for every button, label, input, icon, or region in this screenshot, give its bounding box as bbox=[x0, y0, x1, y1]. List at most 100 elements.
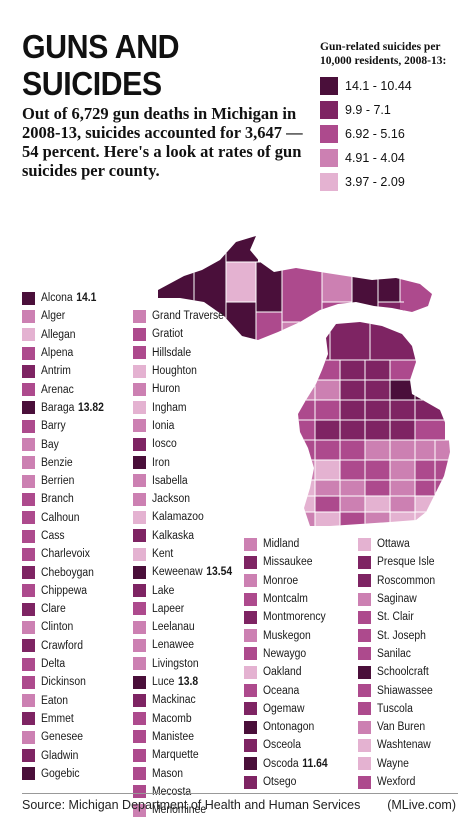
county-swatch bbox=[358, 720, 371, 734]
county-swatch bbox=[22, 529, 35, 543]
county-swatch bbox=[133, 803, 146, 817]
county-name: Monroe bbox=[263, 574, 299, 587]
county-item-grand-traverse: Grand Traverse bbox=[133, 307, 241, 325]
county-item-ingham: Ingham bbox=[133, 398, 241, 416]
county-name: Midland bbox=[263, 538, 300, 551]
county-name: Barry bbox=[41, 420, 66, 433]
county-swatch bbox=[22, 328, 35, 342]
county-name: Grand Traverse bbox=[152, 310, 224, 323]
county-list-column-1: Alcona 14.1 Alger Allegan Alpena Antrim Arenac… bbox=[22, 289, 111, 783]
county-item-alpena: Alpena bbox=[22, 344, 111, 362]
legend-swatch bbox=[320, 124, 338, 143]
county-swatch bbox=[133, 748, 146, 762]
county-area-isabella bbox=[365, 440, 390, 460]
county-name: Schoolcraft bbox=[377, 666, 429, 679]
county-item-antrim: Antrim bbox=[22, 362, 111, 380]
county-area-mecosta bbox=[340, 440, 365, 460]
county-name: Ogemaw bbox=[263, 702, 305, 715]
county-swatch bbox=[244, 757, 257, 771]
county-item-berrien: Berrien bbox=[22, 472, 111, 490]
county-name: Lapeer bbox=[152, 602, 185, 615]
county-name: Cass bbox=[41, 530, 65, 542]
county-item-macomb: Macomb bbox=[133, 710, 241, 728]
county-area-menominee bbox=[282, 322, 322, 340]
county-area-montmorency bbox=[365, 360, 390, 380]
county-name: Bay bbox=[41, 438, 59, 451]
county-item-barry: Barry bbox=[22, 417, 111, 435]
legend-label: 14.1 - 10.44 bbox=[345, 78, 412, 93]
county-area-wayne bbox=[415, 512, 450, 526]
county-swatch bbox=[244, 647, 257, 661]
county-area-macomb bbox=[435, 496, 450, 512]
county-area-mason bbox=[298, 420, 315, 440]
county-item-ionia: Ionia bbox=[133, 417, 241, 435]
county-area-barry bbox=[315, 496, 340, 512]
county-area-manistee bbox=[298, 400, 315, 420]
county-name: Mecosta bbox=[152, 785, 192, 798]
county-swatch bbox=[133, 620, 146, 634]
county-area-muskegon bbox=[298, 460, 315, 480]
legend-swatch bbox=[320, 76, 338, 95]
county-area-newaygo bbox=[315, 440, 340, 460]
county-area-leelanau bbox=[298, 360, 315, 380]
county-item-mecosta: Mecosta bbox=[133, 783, 241, 801]
county-swatch bbox=[358, 684, 371, 698]
county-swatch bbox=[22, 620, 35, 634]
county-name: Saginaw bbox=[377, 593, 417, 606]
county-item-muskegon: Muskegon bbox=[244, 626, 335, 644]
county-swatch bbox=[244, 665, 257, 679]
title-line-1: GUNS AND bbox=[22, 28, 180, 65]
county-name: Houghton bbox=[152, 365, 197, 378]
county-area-baraga bbox=[256, 262, 282, 312]
county-name: Arenac bbox=[41, 383, 74, 396]
county-area-cheboygan bbox=[330, 322, 370, 360]
county-name: Benzie bbox=[41, 456, 73, 469]
county-value: 11.64 bbox=[302, 757, 328, 770]
county-name: Kent bbox=[152, 548, 174, 560]
county-area-ingham bbox=[365, 496, 390, 512]
county-swatch bbox=[358, 647, 371, 661]
county-name: Ontonagon bbox=[263, 721, 315, 734]
county-name: Jackson bbox=[152, 493, 190, 506]
county-item-presque-isle: Presque Isle bbox=[358, 553, 442, 571]
county-item-st-clair: St. Clair bbox=[358, 608, 442, 626]
county-name: Kalkaska bbox=[152, 529, 195, 542]
county-item-alcona: Alcona 14.1 bbox=[22, 289, 111, 307]
county-swatch bbox=[244, 629, 257, 643]
county-item-bay: Bay bbox=[22, 435, 111, 453]
map-legend: Gun-related suicides per 10,000 resident… bbox=[320, 40, 470, 196]
county-item-marquette: Marquette bbox=[133, 746, 241, 764]
county-swatch bbox=[133, 547, 146, 561]
county-item-roscommon: Roscommon bbox=[358, 572, 442, 590]
county-swatch bbox=[133, 529, 146, 543]
county-swatch bbox=[133, 309, 146, 323]
county-item-charlevoix: Charlevoix bbox=[22, 545, 111, 563]
county-name: Shiawassee bbox=[377, 684, 433, 697]
county-area-luce bbox=[378, 262, 400, 302]
county-area-charlevoix bbox=[315, 360, 340, 380]
county-name: Kalamazoo bbox=[152, 511, 204, 524]
county-area-tuscola bbox=[415, 460, 435, 480]
county-area-oceana bbox=[298, 440, 315, 460]
county-item-lake: Lake bbox=[133, 581, 241, 599]
county-swatch bbox=[133, 657, 146, 671]
county-item-missaukee: Missaukee bbox=[244, 553, 335, 571]
county-item-monroe: Monroe bbox=[244, 572, 335, 590]
county-name: Van Buren bbox=[377, 721, 426, 734]
county-value: 13.82 bbox=[77, 401, 104, 414]
county-item-jackson: Jackson bbox=[133, 490, 241, 508]
county-swatch bbox=[244, 537, 257, 551]
county-name: Berrien bbox=[41, 475, 75, 488]
county-name: Ionia bbox=[152, 419, 175, 432]
county-item-mackinac: Mackinac bbox=[133, 691, 241, 709]
county-swatch bbox=[133, 638, 146, 652]
county-area-oakland bbox=[415, 496, 435, 512]
county-item-lapeer: Lapeer bbox=[133, 600, 241, 618]
county-item-houghton: Houghton bbox=[133, 362, 241, 380]
county-swatch bbox=[358, 757, 371, 771]
county-item-shiawassee: Shiawassee bbox=[358, 681, 442, 699]
legend-swatch bbox=[320, 100, 338, 119]
county-value: 13.54 bbox=[206, 566, 233, 579]
county-name: Allegan bbox=[41, 328, 76, 341]
county-item-clinton: Clinton bbox=[22, 618, 111, 636]
